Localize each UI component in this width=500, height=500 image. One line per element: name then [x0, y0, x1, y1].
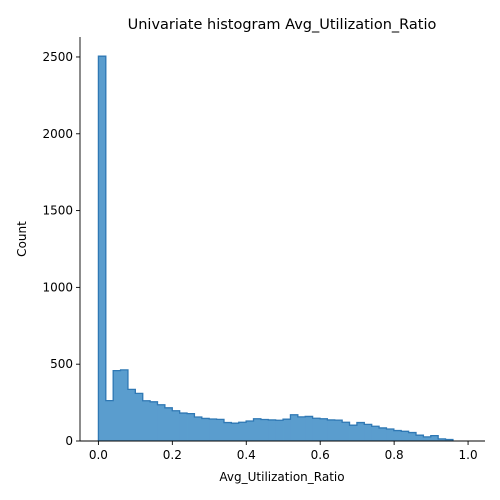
histogram-bar [127, 389, 136, 441]
histogram-bar [401, 431, 410, 441]
histogram-bar [164, 407, 173, 441]
histogram-bar [238, 422, 247, 441]
y-tick-label: 2000 [42, 127, 73, 141]
x-tick-label: 0.2 [163, 448, 182, 462]
y-axis-label: Count [15, 221, 29, 257]
chart-title: Univariate histogram Avg_Utilization_Rat… [128, 17, 437, 33]
y-tick-label: 0 [65, 434, 73, 448]
histogram-bars [98, 56, 454, 442]
histogram-bar [172, 410, 181, 441]
histogram-bar [342, 422, 350, 441]
histogram-bar [275, 420, 284, 441]
histogram-bar [142, 400, 151, 441]
x-tick-label: 0.0 [89, 448, 108, 462]
histogram-bar [187, 413, 195, 441]
histogram-bar [105, 400, 114, 441]
histogram-bar [430, 435, 439, 441]
histogram-bar [120, 369, 129, 441]
histogram-bar [305, 416, 313, 441]
x-axis-ticks: 0.0 0.2 0.4 0.6 0.8 1.0 [89, 441, 478, 462]
x-axis-label: Avg_Utilization_Ratio [219, 470, 344, 484]
histogram-bar [179, 413, 188, 441]
histogram-bar [223, 422, 232, 441]
histogram-bar [297, 416, 306, 441]
histogram-bar [246, 421, 254, 441]
histogram-bar [150, 401, 158, 441]
histogram-bar [157, 404, 166, 441]
histogram-bar [209, 419, 217, 441]
histogram-bar [445, 439, 454, 441]
y-tick-label: 1000 [42, 280, 73, 294]
histogram-bar [201, 418, 210, 441]
histogram-bar [327, 419, 336, 441]
x-tick-label: 0.6 [311, 448, 330, 462]
histogram-bar [386, 429, 395, 441]
histogram-bar [260, 419, 269, 441]
histogram-bar [364, 424, 373, 441]
histogram-bar [423, 436, 432, 441]
histogram-bar [319, 418, 328, 441]
x-tick-label: 0.4 [237, 448, 256, 462]
y-tick-label: 500 [50, 357, 73, 371]
x-tick-label: 0.8 [385, 448, 404, 462]
x-tick-label: 1.0 [459, 448, 478, 462]
histogram-outline [97, 55, 454, 441]
histogram-bar [408, 432, 417, 441]
histogram-bar [216, 419, 225, 441]
y-axis-ticks: 0 500 1000 1500 2000 2500 [42, 50, 80, 448]
histogram-bar [356, 422, 365, 441]
histogram-bar [113, 370, 121, 441]
histogram-bar [194, 417, 203, 441]
y-tick-label: 1500 [42, 204, 73, 218]
histogram-bar [371, 426, 380, 441]
histogram-bar [438, 438, 446, 441]
histogram-bar [415, 435, 424, 441]
histogram-bar [98, 56, 107, 442]
histogram-bar [349, 425, 358, 441]
histogram-bar [135, 393, 144, 441]
histogram-bar [379, 427, 387, 441]
histogram-bar [253, 418, 262, 441]
y-tick-label: 2500 [42, 50, 73, 64]
histogram-bar [312, 418, 321, 441]
histogram-bar [393, 430, 402, 441]
histogram-bar [268, 419, 277, 441]
histogram-bar [283, 419, 291, 441]
histogram-bar [290, 414, 299, 441]
histogram-bar [231, 423, 240, 441]
histogram-bar [334, 420, 343, 441]
